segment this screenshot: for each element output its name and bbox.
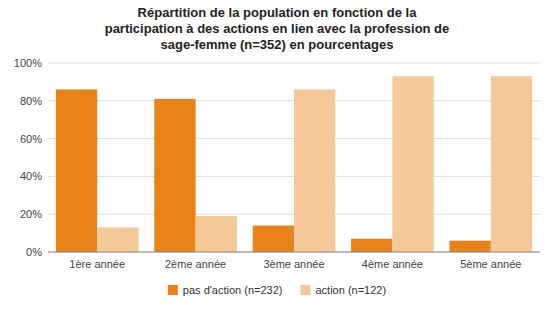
legend-label: action (n=122) xyxy=(316,284,387,296)
bar xyxy=(294,89,335,252)
x-tick-label: 5ème année xyxy=(460,258,521,270)
x-tick-labels: 1ère année 2ème année 3ème année 4ème année… xyxy=(69,258,521,270)
bar xyxy=(253,226,294,252)
legend-swatch xyxy=(301,285,311,295)
bar xyxy=(154,99,195,252)
legend: pas d'action (n=232) action (n=122) xyxy=(168,284,386,296)
y-tick-label: 0% xyxy=(26,246,42,258)
y-tick-label: 20% xyxy=(20,208,42,220)
bar xyxy=(491,76,532,252)
chart-container: Répartition de la population en fonction… xyxy=(0,0,554,314)
bar xyxy=(449,241,490,252)
x-tick-label: 4ème année xyxy=(362,258,423,270)
chart-svg: Répartition de la population en fonction… xyxy=(0,0,554,314)
bar xyxy=(97,227,138,252)
legend-item: pas d'action (n=232) xyxy=(168,284,283,296)
title-line: Répartition de la population en fonction… xyxy=(138,5,418,20)
bar xyxy=(392,76,433,252)
background xyxy=(0,0,554,314)
legend-item: action (n=122) xyxy=(301,284,387,296)
legend-label: pas d'action (n=232) xyxy=(183,284,283,296)
y-tick-label: 80% xyxy=(20,95,42,107)
title: Répartition de la population en fonction… xyxy=(105,5,450,52)
title-line: participation à des actions en lien avec… xyxy=(105,21,450,36)
x-tick-label: 2ème année xyxy=(165,258,226,270)
bars xyxy=(56,76,532,252)
y-tick-label: 60% xyxy=(20,133,42,145)
legend-swatch xyxy=(168,285,178,295)
grid-line xyxy=(48,63,540,64)
y-tick-labels: 0% 20% 40% 60% 80% 100% xyxy=(14,57,42,258)
x-tick-label: 1ère année xyxy=(69,258,125,270)
grid-line xyxy=(48,252,540,253)
bar xyxy=(196,216,237,252)
y-tick-label: 100% xyxy=(14,57,42,69)
y-grid xyxy=(48,63,540,252)
y-tick-label: 40% xyxy=(20,170,42,182)
title-line: sage-femme (n=352) en pourcentages xyxy=(161,37,394,52)
x-axis-line xyxy=(48,252,540,253)
bar xyxy=(351,239,392,252)
bar xyxy=(56,89,97,252)
x-tick-label: 3ème année xyxy=(263,258,324,270)
